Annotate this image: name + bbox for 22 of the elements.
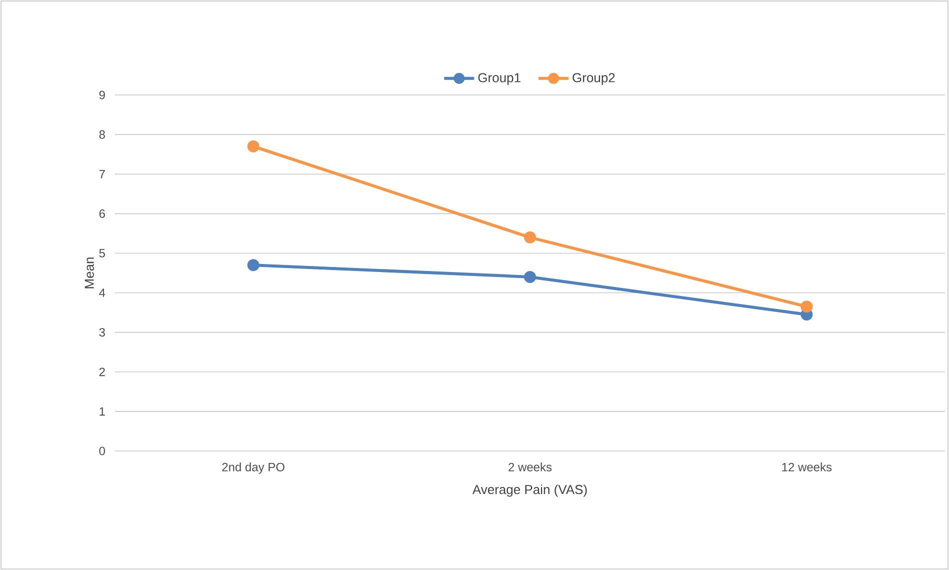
point — [800, 300, 813, 313]
y-tick-label: 9 — [99, 90, 105, 100]
y-axis-title: Mean — [84, 258, 94, 288]
point — [524, 231, 536, 244]
x-tick-label: 12 weeks — [782, 462, 832, 472]
y-tick-label: 6 — [99, 209, 105, 218]
y-tick-label: 5 — [99, 249, 105, 258]
y-tick-label: 3 — [99, 328, 105, 337]
x-axis-title: Average Pain (VAS) — [472, 484, 587, 497]
legend-label: Group2 — [572, 73, 615, 85]
y-tick-label: 2 — [99, 368, 105, 376]
x-tick-label: 2nd day PO — [222, 462, 284, 474]
point — [524, 270, 536, 283]
legend-label: Group1 — [478, 73, 520, 85]
point — [247, 140, 260, 152]
point — [247, 259, 260, 272]
y-tick-label: 1 — [100, 407, 105, 416]
y-tick-label: 4 — [99, 288, 106, 297]
y-tick-label: 0 — [99, 446, 106, 456]
x-tick-label: 2 weeks — [508, 462, 552, 472]
y-tick-label: 8 — [99, 130, 105, 139]
y-tick-label: 7 — [99, 170, 105, 178]
